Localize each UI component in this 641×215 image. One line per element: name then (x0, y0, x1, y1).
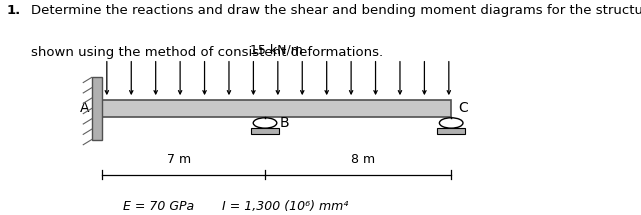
Text: 8 m: 8 m (351, 154, 375, 166)
Text: Determine the reactions and draw the shear and bending moment diagrams for the s: Determine the reactions and draw the she… (31, 4, 641, 17)
Circle shape (253, 118, 277, 128)
Text: 1.: 1. (6, 4, 21, 17)
Text: shown using the method of consistent deformations.: shown using the method of consistent def… (31, 46, 383, 59)
Bar (251, 128, 279, 134)
Text: E = 70 GPa: E = 70 GPa (123, 200, 194, 213)
Bar (437, 128, 465, 134)
Text: 15 kN/m: 15 kN/m (250, 44, 303, 57)
Circle shape (439, 118, 463, 128)
Text: C: C (458, 101, 468, 115)
Text: A: A (79, 101, 89, 115)
Text: B: B (279, 116, 289, 130)
Text: I = 1,300 (10⁶) mm⁴: I = 1,300 (10⁶) mm⁴ (222, 200, 349, 213)
Bar (102, 100, 451, 117)
Text: 7 m: 7 m (167, 154, 191, 166)
Bar (92, 77, 102, 140)
